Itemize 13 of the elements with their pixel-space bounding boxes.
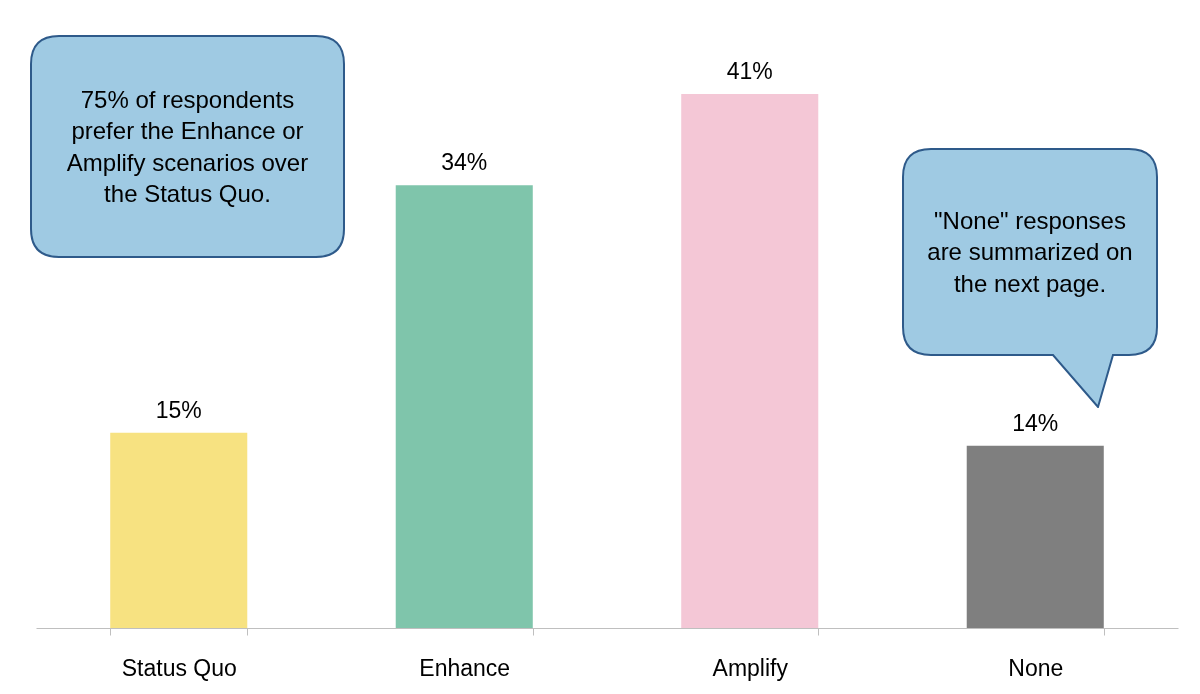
data-label: 34% bbox=[441, 149, 488, 176]
data-label: 15% bbox=[155, 396, 202, 423]
bar bbox=[966, 445, 1104, 628]
x-tick-label: Status Quo bbox=[121, 654, 237, 681]
data-label: 14% bbox=[1012, 409, 1059, 436]
bar bbox=[681, 94, 819, 628]
x-tick-label: Enhance bbox=[419, 654, 511, 681]
data-label: 41% bbox=[726, 58, 773, 84]
x-tick-label: None bbox=[1008, 654, 1064, 681]
bar bbox=[395, 185, 533, 628]
bar bbox=[110, 432, 248, 628]
x-tick-label: Amplify bbox=[712, 654, 789, 681]
annotation: "None" responses are summarized on the next page. bbox=[926, 206, 1134, 299]
